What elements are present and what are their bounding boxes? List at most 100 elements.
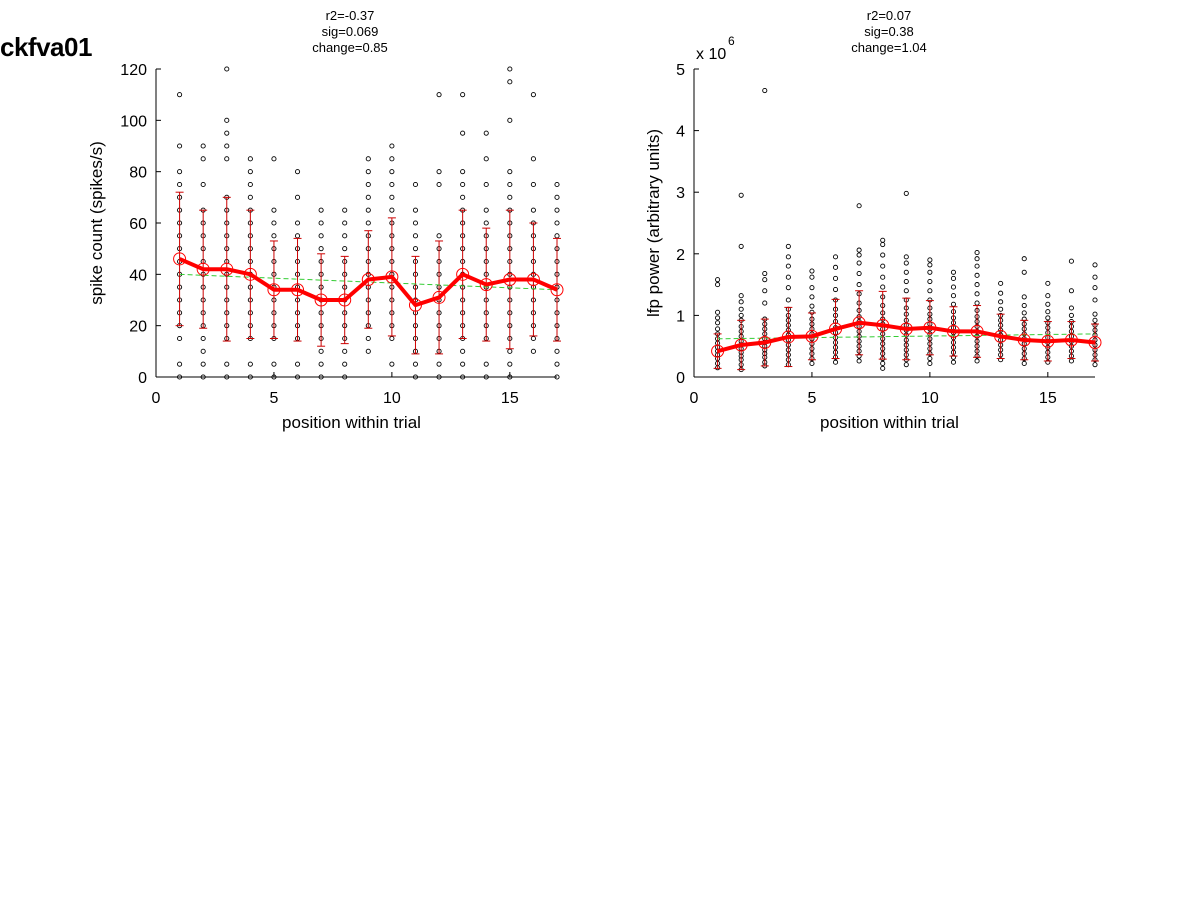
data-point (974, 272, 980, 278)
data-point (1021, 256, 1027, 262)
data-point (1045, 301, 1051, 307)
y-tick-label: 3 (676, 185, 685, 202)
data-point (177, 374, 183, 380)
data-point (998, 280, 1004, 286)
data-point (365, 348, 371, 354)
data-point (224, 374, 230, 380)
y-tick-label: 4 (676, 124, 685, 141)
data-point (974, 282, 980, 288)
data-point (483, 130, 489, 136)
x-tick-label: 0 (152, 390, 161, 407)
mean-marker (479, 278, 493, 292)
data-point (530, 181, 536, 188)
data-point (974, 250, 980, 256)
data-point (715, 320, 721, 326)
mean-marker (805, 329, 819, 343)
data-point (318, 246, 324, 252)
data-point (271, 361, 277, 367)
data-point (365, 335, 371, 342)
data-point (389, 194, 395, 200)
mean-marker (1064, 333, 1078, 347)
data-point (738, 243, 744, 249)
data-point (389, 335, 395, 342)
data-point (200, 348, 206, 354)
y-tick-label: 0 (676, 370, 685, 387)
data-point (856, 203, 862, 209)
x-tick-label: 10 (921, 390, 939, 407)
data-point (342, 348, 348, 354)
mean-marker (526, 272, 540, 286)
mean-marker (946, 324, 960, 338)
data-point (389, 207, 395, 213)
data-point (365, 169, 371, 175)
data-point (247, 156, 253, 162)
data-point (177, 169, 183, 175)
chart-stat-line: change=0.85 (312, 40, 388, 55)
y-tick-label: 1 (676, 308, 685, 325)
data-point (950, 293, 957, 299)
mean-marker (408, 298, 422, 312)
data-point (927, 262, 933, 268)
data-point (1045, 309, 1051, 315)
data-point (1045, 293, 1051, 299)
data-point (342, 233, 348, 239)
chart-panel-1: r2=-0.37sig=0.069change=0.85020406080100… (87, 8, 564, 432)
data-point (856, 247, 862, 253)
data-point (856, 270, 862, 277)
y-tick-label: 20 (129, 319, 147, 336)
data-point (247, 194, 253, 200)
data-point (554, 374, 560, 380)
mean-marker (196, 262, 210, 276)
data-point (294, 233, 301, 239)
data-point (271, 220, 277, 226)
data-point (412, 220, 419, 226)
data-point (507, 117, 513, 123)
data-point (342, 220, 348, 226)
data-point (950, 269, 957, 275)
data-point (412, 233, 419, 239)
data-point (318, 233, 324, 239)
data-point (389, 143, 395, 149)
data-point (1092, 285, 1098, 291)
data-point (365, 207, 371, 213)
data-point (224, 361, 230, 367)
mean-marker (852, 316, 866, 330)
data-point (927, 360, 933, 366)
data-point (785, 243, 791, 249)
data-point (1068, 305, 1074, 311)
data-point (554, 220, 560, 226)
data-point (762, 88, 768, 94)
data-point (738, 293, 744, 299)
data-point (903, 278, 909, 285)
data-point (974, 300, 980, 306)
mean-marker (385, 270, 399, 284)
data-point (530, 207, 536, 213)
data-point (412, 361, 419, 367)
data-point (483, 181, 489, 188)
data-point (271, 233, 277, 239)
x-tick-label: 10 (383, 390, 401, 407)
mean-marker (758, 336, 772, 350)
data-point (365, 156, 371, 162)
data-point (1092, 297, 1098, 303)
data-point (460, 92, 466, 98)
y-axis-label: spike count (spikes/s) (87, 141, 106, 304)
data-point (1021, 294, 1027, 300)
x-tick-label: 15 (1039, 390, 1057, 407)
data-point (809, 303, 815, 309)
trend-line (717, 333, 1096, 340)
data-point (507, 361, 513, 367)
data-point (436, 92, 442, 98)
data-point (1068, 258, 1074, 264)
data-point (1092, 274, 1098, 280)
data-point (460, 374, 466, 380)
mean-marker (1088, 336, 1102, 350)
x-axis-label: position within trial (820, 413, 959, 432)
data-point (177, 361, 183, 367)
data-point (507, 348, 513, 354)
data-point (460, 169, 466, 175)
data-point (412, 181, 419, 188)
mean-marker (338, 293, 352, 307)
mean-marker (876, 318, 890, 332)
